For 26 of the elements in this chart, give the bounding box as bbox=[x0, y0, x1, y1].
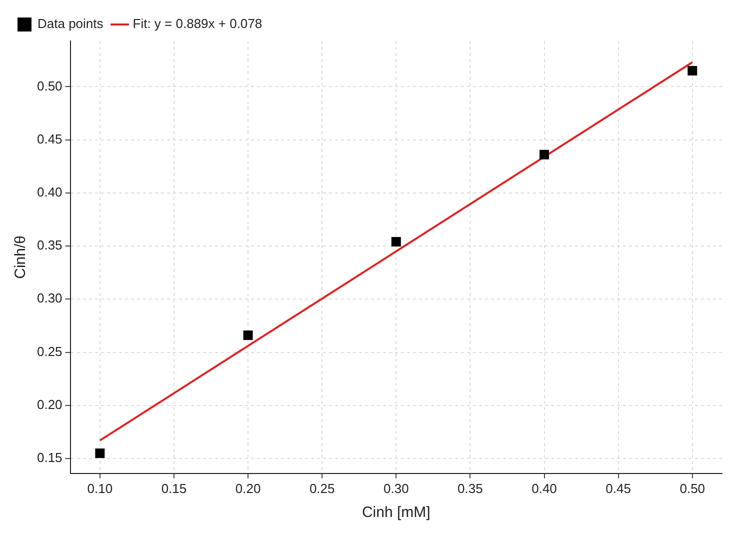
y-tick-label: 0.50 bbox=[36, 78, 62, 94]
y-axis-title: Cinh/θ bbox=[12, 236, 30, 279]
point bbox=[243, 330, 253, 340]
x-tick-label: 0.50 bbox=[680, 480, 706, 496]
point bbox=[540, 150, 550, 160]
x-tick-label: 0.35 bbox=[458, 480, 483, 496]
y-tick-label: 0.25 bbox=[36, 344, 62, 359]
y-tick-label: 0.15 bbox=[36, 450, 62, 466]
y-tick-label: 0.35 bbox=[36, 238, 62, 253]
y-tick-label: 0.30 bbox=[36, 290, 62, 306]
x-tick-label: 0.25 bbox=[309, 480, 335, 496]
x-tick-label: 0.20 bbox=[235, 480, 261, 496]
y-tick-label: 0.40 bbox=[36, 184, 62, 200]
point bbox=[391, 237, 401, 247]
point bbox=[688, 66, 698, 76]
y-tick-label: 0.20 bbox=[36, 396, 62, 412]
x-tick-label: 0.45 bbox=[606, 480, 631, 496]
point bbox=[95, 448, 105, 458]
legend-label: Data points bbox=[38, 16, 104, 32]
x-tick-label: 0.30 bbox=[383, 480, 409, 496]
x-tick-label: 0.10 bbox=[87, 480, 113, 496]
legend-label: Fit: y = 0.889x + 0.078 bbox=[132, 16, 262, 32]
x-tick-label: 0.15 bbox=[161, 480, 187, 496]
y-tick-label: 0.45 bbox=[36, 131, 62, 146]
x-axis-title: Cinh [mM] bbox=[362, 504, 430, 522]
x-tick-label: 0.40 bbox=[532, 480, 557, 496]
